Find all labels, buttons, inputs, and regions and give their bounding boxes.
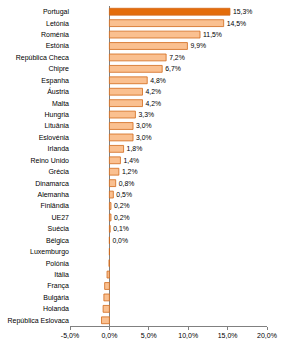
svg-text:0,2%: 0,2% bbox=[114, 202, 130, 209]
svg-text:Roménia: Roménia bbox=[41, 31, 69, 38]
svg-text:4,2%: 4,2% bbox=[146, 88, 162, 95]
svg-text:Itália: Itália bbox=[54, 271, 69, 278]
svg-text:5,0%: 5,0% bbox=[141, 332, 157, 339]
svg-text:Finlândia: Finlândia bbox=[41, 202, 70, 209]
svg-text:Áustria: Áustria bbox=[47, 87, 69, 95]
svg-text:Polónia: Polónia bbox=[46, 260, 69, 267]
svg-text:Bélgica: Bélgica bbox=[46, 237, 69, 245]
svg-text:9,9%: 9,9% bbox=[190, 42, 206, 49]
svg-text:6,7%: 6,7% bbox=[165, 65, 181, 72]
svg-text:Luxemburgo: Luxemburgo bbox=[30, 248, 69, 256]
svg-text:3,0%: 3,0% bbox=[136, 122, 152, 129]
svg-text:14,5%: 14,5% bbox=[227, 20, 246, 27]
svg-text:0,1%: 0,1% bbox=[113, 225, 129, 232]
svg-text:0,0%: 0,0% bbox=[112, 237, 128, 244]
svg-text:Eslovénia: Eslovénia bbox=[39, 134, 69, 141]
svg-text:10,0%: 10,0% bbox=[178, 332, 198, 339]
svg-text:França: França bbox=[47, 282, 69, 290]
svg-text:0,0%: 0,0% bbox=[101, 332, 117, 339]
svg-text:UE27: UE27 bbox=[51, 214, 69, 221]
svg-text:Alemanha: Alemanha bbox=[37, 191, 69, 198]
svg-text:Lituânia: Lituânia bbox=[44, 122, 69, 129]
svg-text:Holanda: Holanda bbox=[43, 305, 69, 312]
svg-text:0,8%: 0,8% bbox=[119, 180, 135, 187]
svg-text:Chipre: Chipre bbox=[48, 65, 69, 73]
svg-text:Estónia: Estónia bbox=[46, 42, 69, 49]
svg-text:1,2%: 1,2% bbox=[122, 168, 138, 175]
svg-text:Letónia: Letónia bbox=[46, 20, 69, 27]
svg-text:15,0%: 15,0% bbox=[218, 332, 238, 339]
svg-text:Suécia: Suécia bbox=[48, 225, 70, 232]
svg-text:Dinamarca: Dinamarca bbox=[35, 180, 69, 187]
svg-text:3,3%: 3,3% bbox=[138, 111, 154, 118]
svg-text:7,2%: 7,2% bbox=[169, 54, 185, 61]
svg-text:Hungria: Hungria bbox=[44, 111, 69, 119]
svg-text:República Checa: República Checa bbox=[16, 54, 69, 62]
svg-text:11,5%: 11,5% bbox=[203, 31, 222, 38]
svg-text:15,3%: 15,3% bbox=[233, 8, 252, 15]
svg-text:-5,0%: -5,0% bbox=[61, 332, 79, 339]
svg-text:Malta: Malta bbox=[52, 100, 69, 107]
svg-text:20,0%: 20,0% bbox=[257, 332, 277, 339]
svg-text:0,2%: 0,2% bbox=[114, 214, 130, 221]
svg-text:1,8%: 1,8% bbox=[127, 145, 143, 152]
svg-text:Bulgária: Bulgária bbox=[43, 294, 69, 302]
svg-text:Grécia: Grécia bbox=[48, 168, 69, 175]
svg-text:4,2%: 4,2% bbox=[146, 100, 162, 107]
svg-text:Espanha: Espanha bbox=[41, 77, 69, 85]
svg-text:Irlanda: Irlanda bbox=[48, 145, 70, 152]
svg-text:3,0%: 3,0% bbox=[136, 134, 152, 141]
svg-text:República Eslovaca: República Eslovaca bbox=[8, 317, 70, 325]
svg-text:4,8%: 4,8% bbox=[150, 77, 166, 84]
svg-text:0,5%: 0,5% bbox=[116, 191, 132, 198]
svg-text:1,4%: 1,4% bbox=[123, 157, 139, 164]
svg-text:Reino Unido: Reino Unido bbox=[30, 157, 69, 164]
svg-text:Portugal: Portugal bbox=[43, 8, 70, 16]
